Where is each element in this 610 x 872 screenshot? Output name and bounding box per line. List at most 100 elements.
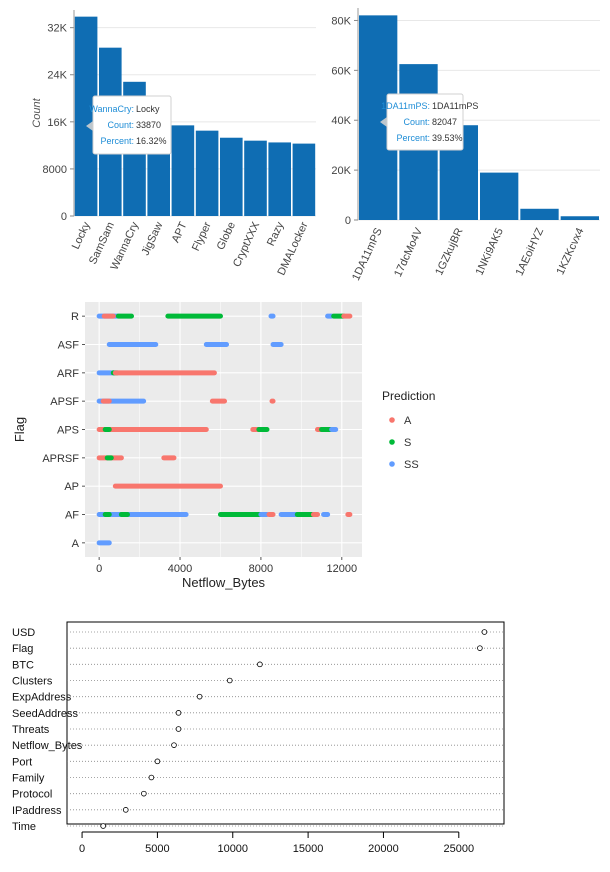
- y-axis-title: Count: [31, 97, 43, 127]
- data-point: [171, 742, 177, 748]
- x-axis-title: Netflow_Bytes: [182, 575, 266, 590]
- data-point: [226, 677, 233, 684]
- bar: [560, 216, 599, 220]
- row-label: SeedAddress: [12, 708, 79, 720]
- data-point: [122, 807, 129, 813]
- data-point: [481, 629, 488, 635]
- bar: [268, 142, 291, 216]
- x-tick-label: 1KZKcvx4: [554, 226, 586, 277]
- legend-label: A: [404, 415, 412, 427]
- dot-chart-importance: USD Flag BTC Clusters ExpAddress SeedAddress T…: [12, 621, 505, 855]
- bar: [520, 208, 559, 220]
- tooltip-pointer: [86, 121, 93, 131]
- x-tick-label: 1AEoiHYZ: [514, 226, 547, 278]
- x-tick-label: 1DA11mPS: [350, 226, 385, 282]
- data-point: [257, 661, 263, 668]
- x-tick-label: 12000: [326, 563, 357, 575]
- legend-label: SS: [404, 459, 419, 471]
- row-label: Time: [12, 821, 36, 833]
- row-label: USD: [12, 627, 35, 639]
- y-tick-label: ASF: [58, 340, 80, 352]
- y-tick-label: 0: [61, 211, 67, 223]
- data-point: [175, 710, 182, 716]
- y-tick-label: AF: [65, 510, 79, 522]
- x-tick-label: 15000: [293, 843, 324, 855]
- tooltip-value: 16.32%: [136, 136, 167, 146]
- x-tick-label: JigSaw: [140, 220, 166, 257]
- row-label: Netflow_Bytes: [12, 740, 83, 752]
- x-tick-label: 0: [96, 563, 102, 575]
- data-point: [148, 774, 155, 781]
- bar: [220, 137, 243, 216]
- tooltip-value: 1DA11mPS: [432, 101, 478, 111]
- legend-marker: [389, 461, 395, 467]
- data-point: [175, 726, 182, 732]
- tooltip-key: Count:: [107, 120, 134, 130]
- data-point: [196, 693, 203, 700]
- row-label: Family: [12, 773, 45, 785]
- y-tick-label: 8000: [43, 164, 67, 176]
- tooltip-value: Locky: [136, 104, 160, 114]
- legend-label: S: [404, 437, 411, 449]
- x-tick-label: 10000: [217, 843, 248, 855]
- row-label: IPaddress: [12, 805, 62, 817]
- bar: [244, 140, 267, 216]
- bar: [480, 172, 519, 220]
- y-tick-label: 80K: [331, 15, 351, 27]
- x-tick-label: Flyper: [190, 220, 214, 253]
- tooltip-key: 1DA11mPS:: [381, 101, 430, 111]
- scatter-chart-flag: A AF AP APRSF APS APSF ARF ASF R 0 4000 8000 12000 Ne…: [12, 302, 435, 590]
- x-tick-label: 4000: [168, 563, 192, 575]
- y-tick-label: 20K: [331, 165, 351, 177]
- data-point: [154, 758, 161, 765]
- tooltip-value: 33870: [136, 120, 161, 130]
- y-tick-label: 32K: [47, 23, 67, 35]
- row-label: Protocol: [12, 789, 52, 801]
- data-point: [100, 823, 106, 829]
- legend-marker: [389, 417, 395, 423]
- x-tick-label: APT: [170, 220, 190, 245]
- x-tick-label: 0: [79, 843, 85, 855]
- bar: [292, 143, 316, 216]
- row-label: Flag: [12, 643, 33, 655]
- y-tick-label: R: [71, 311, 79, 323]
- tooltip-pointer: [380, 117, 387, 127]
- tooltip-key: WannaCry:: [89, 104, 134, 114]
- x-tick-label: 5000: [145, 843, 169, 855]
- y-tick-label: 0: [345, 215, 351, 227]
- data-point: [141, 790, 147, 797]
- y-axis-title: Flag: [12, 417, 27, 442]
- tooltip-value: 39.53%: [432, 133, 463, 143]
- tooltip-key: Count:: [403, 117, 430, 127]
- x-tick-label: 1GZkujBR: [433, 226, 465, 277]
- legend-marker: [389, 439, 395, 445]
- y-tick-label: A: [72, 538, 80, 550]
- y-tick-label: ARF: [57, 368, 79, 380]
- y-tick-label: APRSF: [42, 453, 79, 465]
- tooltip-box: [92, 95, 172, 155]
- y-tick-label: AP: [64, 481, 79, 493]
- row-label: Port: [12, 756, 32, 768]
- x-tick-label: Globe: [215, 220, 238, 252]
- row-label: BTC: [12, 659, 34, 671]
- x-tick-label: Locky: [70, 220, 93, 252]
- tooltip-box: [386, 93, 464, 151]
- x-tick-label: 17dcMo4V: [392, 226, 425, 279]
- data-point: [477, 645, 483, 651]
- x-tick-label: Razy: [265, 220, 287, 248]
- row-label: Threats: [12, 724, 50, 736]
- row-label: ExpAddress: [12, 692, 72, 704]
- plot-box: [66, 621, 505, 825]
- row-label: Clusters: [12, 676, 53, 688]
- y-tick-label: 24K: [47, 70, 67, 82]
- x-tick-label: 8000: [249, 563, 273, 575]
- bar: [74, 16, 98, 216]
- bar: [171, 125, 195, 216]
- y-tick-label: 16K: [47, 117, 67, 129]
- legend-title: Prediction: [382, 389, 435, 403]
- x-tick-label: 20000: [368, 843, 399, 855]
